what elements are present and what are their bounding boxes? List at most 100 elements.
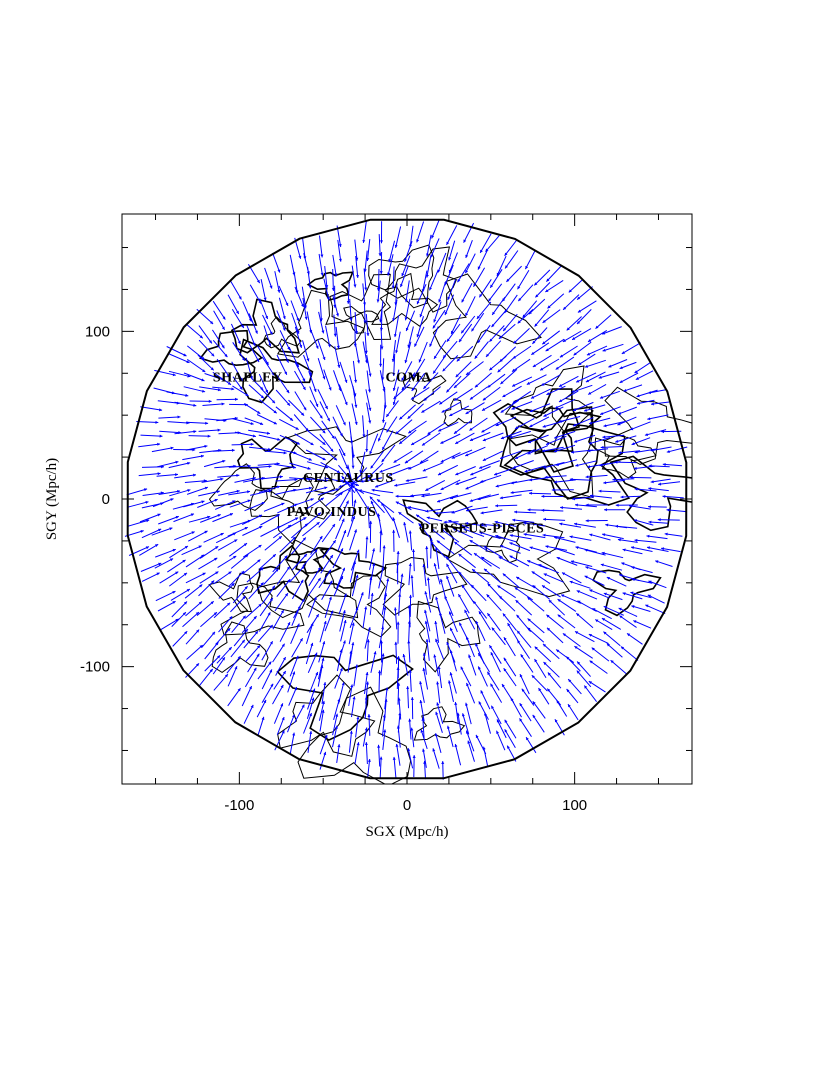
arrow-head xyxy=(380,240,383,244)
arrow-head xyxy=(336,313,339,317)
velocity-arrow xyxy=(290,300,300,322)
arrow-head xyxy=(228,647,232,651)
velocity-arrow xyxy=(324,266,328,289)
velocity-arrow xyxy=(379,300,384,323)
arrow-head xyxy=(357,360,360,364)
velocity-arrow xyxy=(585,474,608,478)
arrow-head xyxy=(366,681,369,685)
arrow-head xyxy=(211,353,215,357)
velocity-arrow xyxy=(303,712,312,734)
arrow-head xyxy=(217,388,221,392)
velocity-arrow xyxy=(601,617,622,630)
velocity-arrow xyxy=(606,576,627,587)
velocity-arrow xyxy=(319,709,324,732)
arrow-head xyxy=(244,586,248,590)
velocity-arrow xyxy=(514,448,536,460)
velocity-arrow xyxy=(141,466,165,468)
velocity-arrow xyxy=(398,593,401,616)
velocity-arrow xyxy=(646,535,668,540)
arrow-head xyxy=(335,713,339,717)
velocity-arrow xyxy=(351,265,356,288)
arrow-head xyxy=(446,389,450,393)
velocity-arrow xyxy=(501,283,516,302)
velocity-arrow xyxy=(411,372,426,392)
velocity-arrow xyxy=(168,370,191,378)
velocity-arrow xyxy=(302,238,306,260)
arrow-head xyxy=(256,653,260,657)
arrow-head xyxy=(478,653,482,657)
arrow-head xyxy=(175,571,179,575)
velocity-arrow xyxy=(302,549,318,567)
arrow-head xyxy=(215,546,219,550)
arrow-head xyxy=(522,314,526,318)
arrow-head xyxy=(585,566,589,570)
velocity-arrow xyxy=(617,406,637,415)
arrow-head xyxy=(354,421,358,425)
velocity-arrow xyxy=(320,461,341,474)
arrow-head xyxy=(367,627,371,631)
arrow-head xyxy=(614,460,618,464)
arrow-head xyxy=(525,265,529,270)
arrow-head xyxy=(392,318,396,322)
velocity-arrow xyxy=(310,535,323,555)
velocity-arrow xyxy=(367,758,371,779)
velocity-arrow xyxy=(392,266,395,289)
arrow-head xyxy=(517,286,521,290)
velocity-arrow xyxy=(395,419,413,435)
arrow-head xyxy=(458,571,462,575)
velocity-arrow xyxy=(401,372,416,391)
arrow-head xyxy=(566,327,570,331)
velocity-arrow xyxy=(321,523,336,543)
arrow-head xyxy=(465,521,469,525)
velocity-arrow xyxy=(248,313,258,334)
arrow-head xyxy=(489,367,493,371)
arrow-head xyxy=(478,666,481,670)
velocity-arrow xyxy=(186,644,203,660)
velocity-arrow xyxy=(591,647,610,662)
arrow-head xyxy=(296,441,300,445)
velocity-arrow xyxy=(257,661,272,680)
velocity-arrow xyxy=(524,250,536,270)
arrow-head xyxy=(486,353,489,357)
arrow-head xyxy=(434,355,437,359)
arrow-head xyxy=(399,416,403,420)
velocity-arrow xyxy=(509,542,531,552)
velocity-arrow xyxy=(585,566,607,574)
arrow-head xyxy=(490,284,494,288)
arrow-head xyxy=(604,508,607,512)
velocity-arrow xyxy=(558,375,579,388)
arrow-head xyxy=(602,348,606,352)
arrow-head xyxy=(277,485,281,489)
arrow-head xyxy=(588,441,592,445)
velocity-arrow xyxy=(504,729,516,749)
velocity-arrow xyxy=(481,399,502,412)
arrow-head xyxy=(343,593,347,597)
arrow-head xyxy=(482,407,486,411)
velocity-arrow xyxy=(394,315,400,338)
arrow-head xyxy=(395,501,399,505)
arrow-head xyxy=(647,594,651,598)
arrow-head xyxy=(309,372,312,376)
arrow-head xyxy=(440,459,444,463)
velocity-arrow xyxy=(484,712,491,734)
arrow-head xyxy=(499,358,503,362)
velocity-arrow xyxy=(584,549,606,556)
velocity-arrow xyxy=(457,263,470,283)
arrow-head xyxy=(379,363,383,367)
arrow-head xyxy=(469,499,473,502)
velocity-arrow xyxy=(259,399,278,414)
arrow-head xyxy=(543,465,547,469)
arrow-head xyxy=(425,509,429,513)
density-contour xyxy=(413,706,466,741)
velocity-arrow xyxy=(628,505,651,510)
velocity-arrow xyxy=(215,627,231,645)
arrow-head xyxy=(346,301,350,304)
arrow-head xyxy=(193,403,197,407)
velocity-arrow xyxy=(365,742,368,765)
velocity-arrow xyxy=(248,582,264,600)
velocity-arrow xyxy=(243,559,261,574)
velocity-arrow xyxy=(433,301,442,323)
arrow-head xyxy=(418,359,422,363)
arrow-head xyxy=(408,563,412,567)
arrow-head xyxy=(330,555,333,559)
